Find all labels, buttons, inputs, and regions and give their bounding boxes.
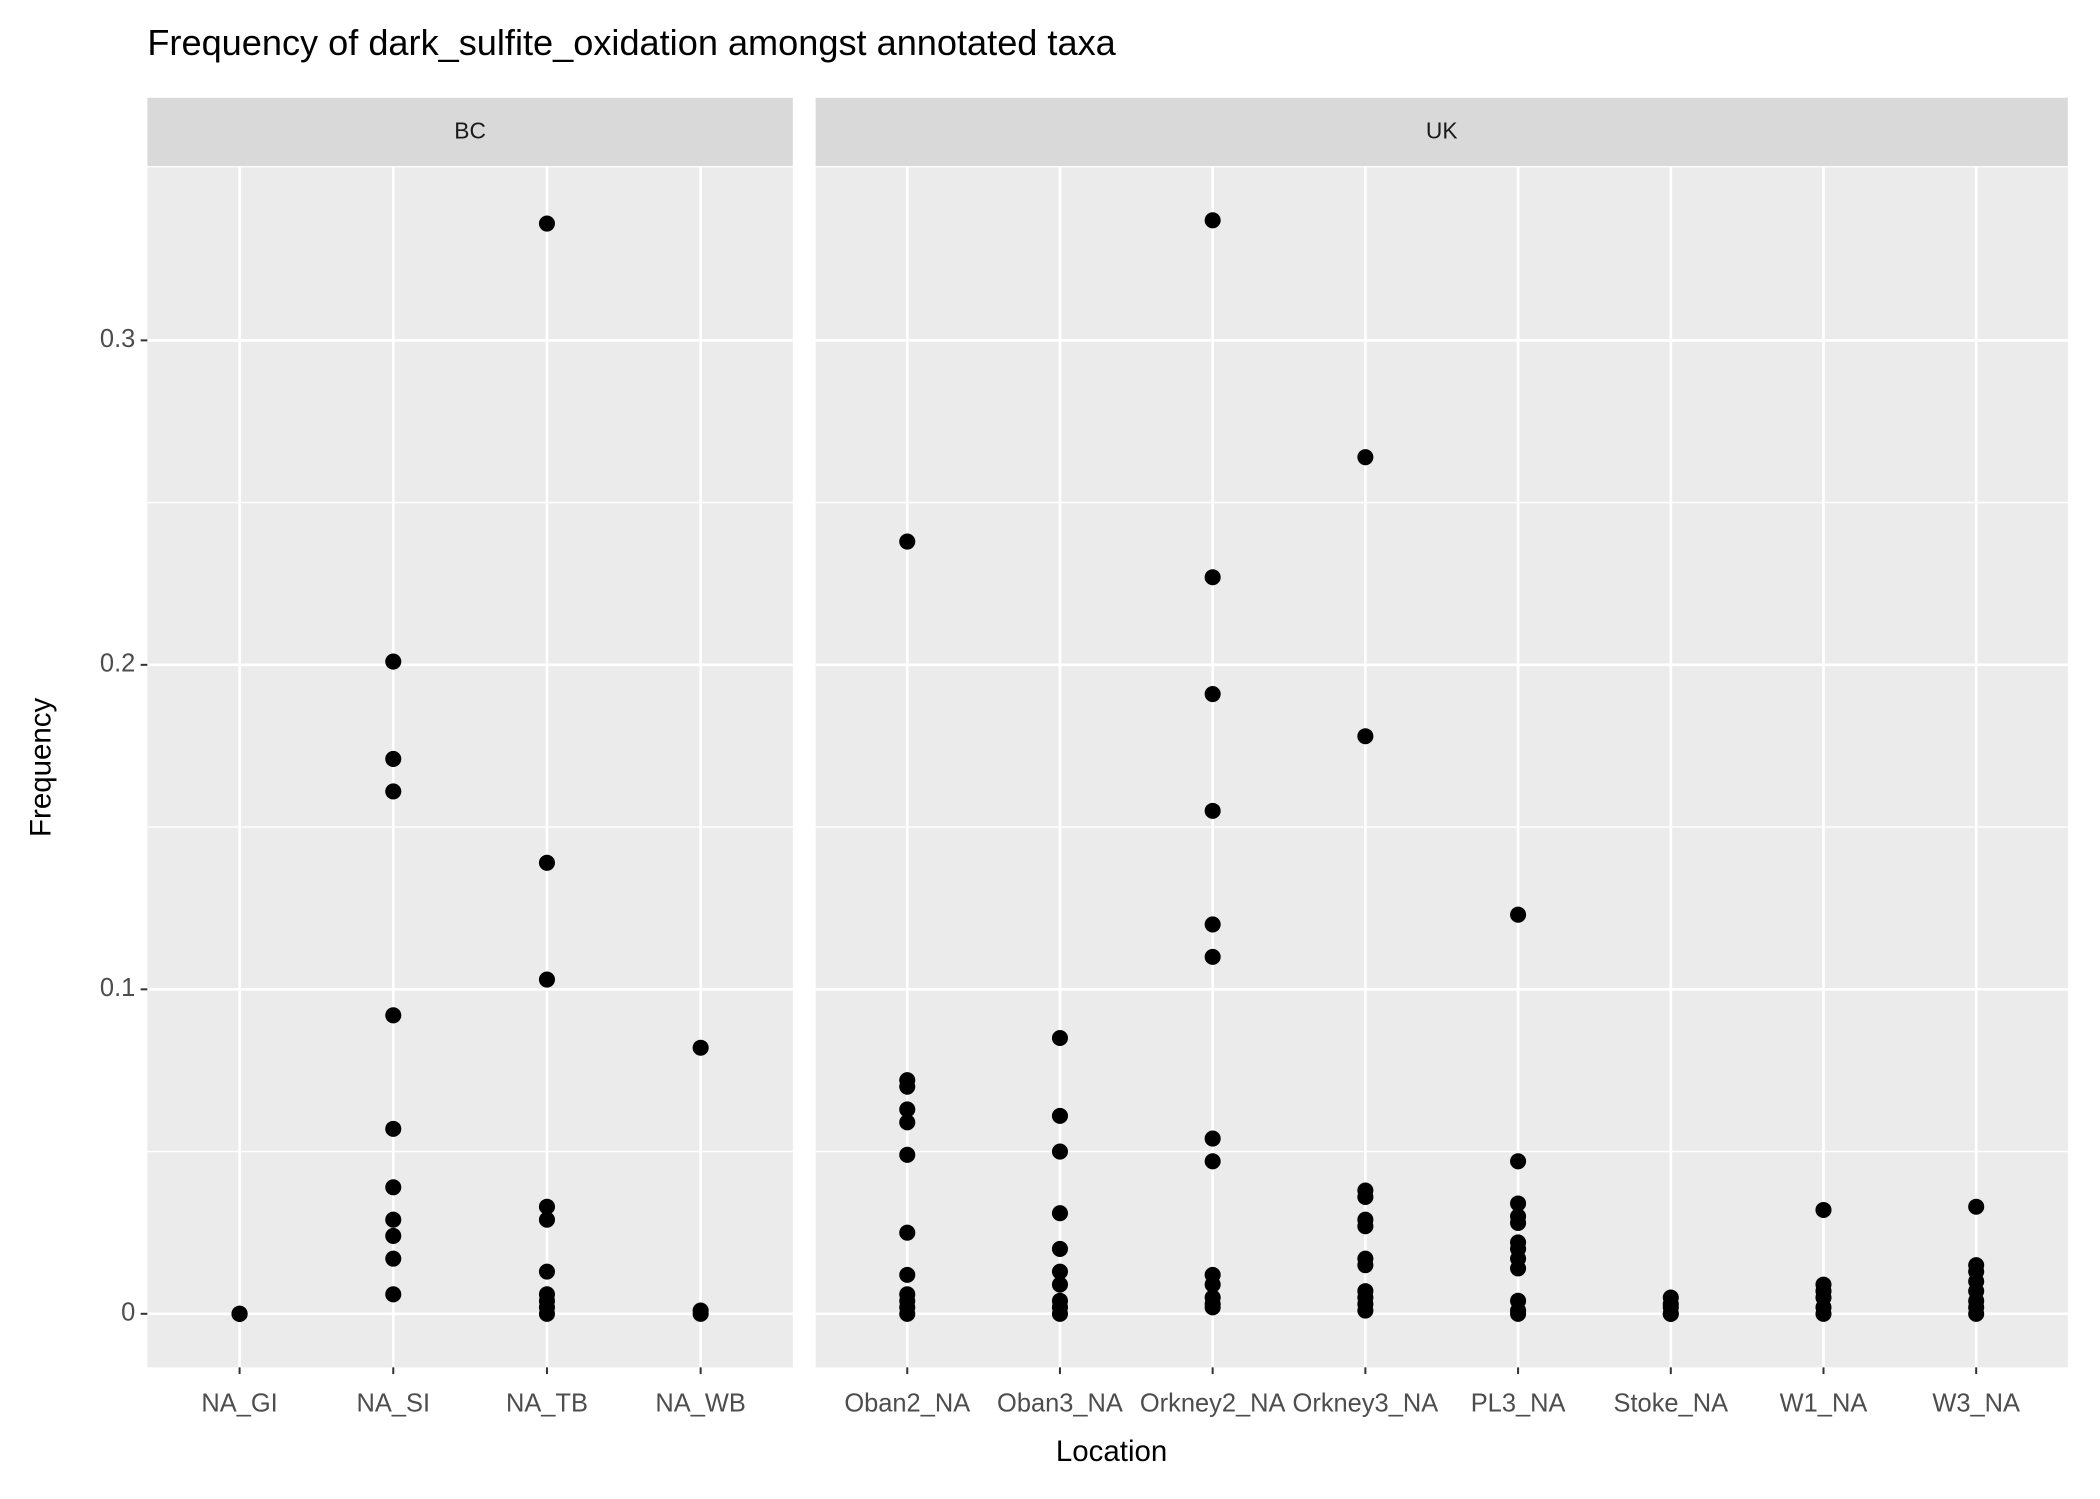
point (899, 1266, 916, 1283)
x-tick-label: Stoke_NA (1614, 1390, 1729, 1418)
y-tick-label: 0.2 (100, 650, 135, 678)
point (385, 1211, 402, 1228)
point (1662, 1305, 1679, 1322)
point (1051, 1263, 1068, 1280)
point (692, 1305, 709, 1322)
point (1815, 1305, 1832, 1322)
facet-label: UK (1426, 118, 1458, 144)
point (1204, 212, 1221, 229)
point (899, 1305, 916, 1322)
point (1357, 1257, 1374, 1274)
point (385, 783, 402, 800)
point (1204, 686, 1221, 703)
point (899, 1114, 916, 1131)
x-tick-label: NA_SI (357, 1390, 431, 1418)
point (538, 1211, 555, 1228)
panel-background (147, 167, 793, 1368)
point (385, 1286, 402, 1303)
point (1357, 1218, 1374, 1235)
point (1204, 948, 1221, 965)
point (231, 1305, 248, 1322)
point (899, 1101, 916, 1118)
point (385, 653, 402, 670)
x-axis-title: Location (1056, 1435, 1167, 1468)
facet-label: BC (454, 118, 486, 144)
y-axis-title: Frequency (25, 698, 58, 837)
point (1051, 1240, 1068, 1257)
point (538, 1198, 555, 1215)
point (385, 1250, 402, 1267)
point (385, 750, 402, 767)
point (1051, 1107, 1068, 1124)
point (899, 1146, 916, 1163)
point (538, 1263, 555, 1280)
point (1357, 1302, 1374, 1319)
point (1051, 1305, 1068, 1322)
point (1204, 802, 1221, 819)
x-tick-label: W1_NA (1780, 1390, 1868, 1418)
point (538, 215, 555, 232)
y-tick-label: 0 (121, 1299, 135, 1327)
point (1051, 1205, 1068, 1222)
point (538, 854, 555, 871)
x-tick-label: PL3_NA (1471, 1390, 1566, 1418)
x-tick-label: Orkney3_NA (1293, 1390, 1439, 1418)
point (1510, 1153, 1527, 1170)
point (899, 1224, 916, 1241)
point (385, 1179, 402, 1196)
x-tick-label: NA_WB (655, 1390, 745, 1418)
x-tick-label: NA_TB (506, 1390, 588, 1418)
point (1051, 1276, 1068, 1293)
point (692, 1039, 709, 1056)
point (1510, 1195, 1527, 1212)
point (1815, 1201, 1832, 1219)
point (385, 1227, 402, 1244)
point (1051, 1143, 1068, 1160)
point (1510, 1305, 1527, 1322)
point (899, 533, 916, 550)
x-tick-label: W3_NA (1932, 1390, 2020, 1418)
point (1204, 1130, 1221, 1147)
point (899, 1078, 916, 1095)
x-tick-label: Oban2_NA (844, 1390, 970, 1418)
point (1510, 1214, 1527, 1231)
point (1510, 906, 1527, 923)
point (1204, 1276, 1221, 1293)
point (1357, 449, 1374, 466)
point (1510, 1260, 1527, 1277)
point (1968, 1305, 1985, 1322)
point (1204, 1299, 1221, 1316)
facet-strip (147, 97, 793, 167)
x-tick-label: Orkney2_NA (1140, 1390, 1286, 1418)
point (1051, 1029, 1068, 1047)
x-tick-label: Oban3_NA (997, 1390, 1123, 1418)
point (1968, 1198, 1985, 1215)
point (385, 1120, 402, 1137)
point (385, 1007, 402, 1024)
point (1204, 916, 1221, 933)
chart-title: Frequency of dark_sulfite_oxidation amon… (147, 22, 1116, 63)
facet-strip (815, 97, 2068, 167)
x-tick-label: NA_GI (201, 1390, 277, 1418)
point (1357, 728, 1374, 745)
point (538, 1305, 555, 1322)
point (538, 971, 555, 988)
y-tick-label: 0.3 (100, 325, 135, 353)
point (1204, 569, 1221, 586)
point (1357, 1188, 1374, 1206)
panel-background (815, 167, 2068, 1368)
point (1204, 1153, 1221, 1170)
y-tick-label: 0.1 (100, 974, 135, 1002)
